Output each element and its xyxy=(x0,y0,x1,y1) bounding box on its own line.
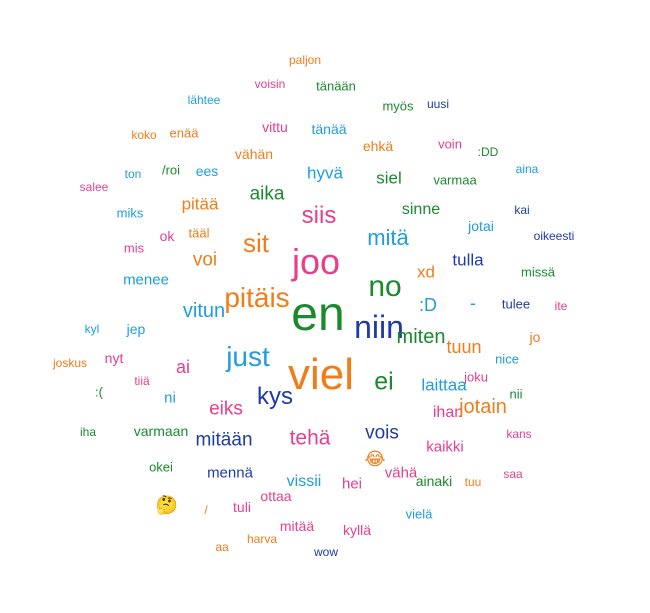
word-uusi: uusi xyxy=(426,97,450,111)
word-voi: voi xyxy=(192,249,218,271)
word-tuu: tuu xyxy=(464,475,482,489)
word-voin: voin xyxy=(438,136,462,152)
word-vahan: vähän xyxy=(234,146,274,162)
word-ottaa: ottaa xyxy=(260,488,292,504)
word-ees: ees xyxy=(195,163,219,179)
word-aa: aa xyxy=(215,540,229,554)
word-symbol: 🤔 xyxy=(155,495,179,515)
word-eiks: eiks xyxy=(209,398,243,420)
word-nice: nice xyxy=(495,351,519,367)
word-missa: missä xyxy=(521,264,555,280)
word-ihan: ihan xyxy=(432,404,464,421)
word-xd: xd xyxy=(417,262,435,282)
word-symbol: / xyxy=(204,503,208,517)
word-aika: aika xyxy=(249,183,285,205)
word-symbol: :( xyxy=(95,384,103,400)
word-laittaa: laittaa xyxy=(421,375,467,395)
word-tulla: tulla xyxy=(452,250,484,270)
word-miten: miten xyxy=(396,326,446,348)
word-en: en xyxy=(291,288,345,341)
word-symbol: - xyxy=(470,293,476,313)
word-kylla: kyllä xyxy=(342,522,372,538)
word-hyva: hyvä xyxy=(307,163,343,183)
word-vitun: vitun xyxy=(182,300,226,322)
word-niin: niin xyxy=(354,309,404,345)
word-sinne: sinne xyxy=(401,201,441,218)
word-dd: :DD xyxy=(477,145,499,159)
word-ton: ton xyxy=(124,167,142,181)
word-ite: ite xyxy=(554,299,568,313)
word-ai: ai xyxy=(175,357,191,377)
word-tanaan: tänään xyxy=(316,78,356,94)
word-sit: sit xyxy=(243,228,269,258)
word-siis: siis xyxy=(301,202,337,229)
word-hei: hei xyxy=(341,475,363,493)
word-varmaa: varmaa xyxy=(433,172,477,188)
word-paljon: paljon xyxy=(288,53,322,67)
word-aina: aina xyxy=(515,162,539,176)
word-teha: tehä xyxy=(289,426,331,450)
word-pitais: pitäis xyxy=(224,282,290,313)
word-joo: joo xyxy=(291,241,341,282)
word-vissii: vissii xyxy=(286,473,322,490)
word-viel: viel xyxy=(287,350,355,399)
word-kaikki: kaikki xyxy=(426,438,464,456)
word-voisin: voisin xyxy=(254,77,286,91)
word-just: just xyxy=(226,341,270,372)
word-viela: vielä xyxy=(405,506,433,522)
word-varmaan: varmaan xyxy=(133,423,189,439)
word-koko: koko xyxy=(131,128,157,142)
word-ainaki: ainaki xyxy=(415,473,453,489)
word-ehka: ehkä xyxy=(362,138,394,154)
word-jep: jep xyxy=(126,321,146,337)
word-mitaa: mitää xyxy=(279,518,315,534)
word-tulee: tulee xyxy=(501,296,531,312)
word-ni: ni xyxy=(164,389,176,407)
word-harva: harva xyxy=(246,532,278,546)
word-tanaa: tänää xyxy=(311,121,347,137)
word-jo: jo xyxy=(529,329,541,345)
word-salee: salee xyxy=(79,180,109,194)
word-lahtee: lähtee xyxy=(187,93,221,107)
word-kans: kans xyxy=(506,427,532,441)
word-mis: mis xyxy=(123,240,145,256)
word-joku: joku xyxy=(464,369,488,385)
word-pitaa: pitää xyxy=(181,194,219,214)
word-tiia: tiiä xyxy=(134,374,150,388)
word-kai: kai xyxy=(514,203,530,217)
word-joskus: joskus xyxy=(52,356,88,370)
word-iha: iha xyxy=(79,425,97,439)
word-mitaan: mitään xyxy=(195,429,253,451)
word-vaha: vähä xyxy=(384,464,418,482)
word-nyt: nyt xyxy=(104,350,124,366)
word-enaa: enää xyxy=(169,125,199,141)
word-kys: kys xyxy=(257,383,293,410)
word-menna: mennä xyxy=(207,464,253,482)
word-miks: miks xyxy=(116,205,144,221)
word-roi: /roi xyxy=(161,162,181,178)
word-vittu: vittu xyxy=(262,119,288,135)
word-no: no xyxy=(368,270,402,303)
word-tuli: tuli xyxy=(233,499,251,515)
word-siel: siel xyxy=(376,168,402,188)
word-vois: vois xyxy=(365,422,399,444)
word-ei: ei xyxy=(374,367,394,396)
word-wow: wow xyxy=(313,545,339,559)
word-ok: ok xyxy=(159,228,175,244)
word-symbol: 😂 xyxy=(364,449,386,469)
word-kyl: kyl xyxy=(84,322,100,336)
word-oikeesti: oikeesti xyxy=(533,229,575,243)
word-jotain: jotain xyxy=(459,396,507,418)
word-myos: myös xyxy=(382,98,414,114)
word-tuun: tuun xyxy=(446,337,482,357)
word-mita: mitä xyxy=(367,225,409,250)
word-okei: okei xyxy=(149,459,173,475)
word-menee: menee xyxy=(123,271,169,289)
word-saa: saa xyxy=(503,467,523,481)
word-d: :D xyxy=(419,295,437,315)
word-taal: tääl xyxy=(188,225,210,241)
word-nii: nii xyxy=(509,386,523,402)
word-jotai: jotai xyxy=(468,218,494,234)
